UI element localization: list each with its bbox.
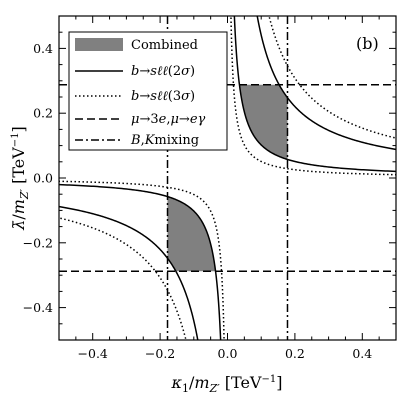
hyperbola-curves [59,16,396,340]
x-axis-label: κ1/mZ′ [TeV−1] [171,373,283,395]
y-tick-label: 0.4 [33,41,53,56]
x-tick-label: −0.2 [145,346,175,361]
y-tick-label: −0.2 [23,235,53,250]
y-tick-labels: −0.4 −0.2 0.0 0.2 0.4 [23,41,53,315]
legend-label-combined: Combined [131,38,198,53]
legend-label-3sigma: b→sℓℓ(3σ) [131,89,195,104]
x-tick-labels: −0.4 −0.2 0.0 0.2 0.4 [78,346,373,361]
x-tick-label: 0.4 [352,346,372,361]
curve-solid-0-upper [233,16,396,173]
curve-solid-0-lower [59,183,222,340]
curve-solid-1-upper [256,16,396,151]
legend-label-2sigma: b→sℓℓ(2σ) [131,64,195,79]
curve-solid-1-lower [59,205,199,340]
legend-label-mixing: B,Kmixing [130,133,199,148]
curve-dotted-2-lower [59,180,225,340]
axis-ticks [58,15,397,341]
x-tick-label: −0.4 [78,346,108,361]
legend-box [68,31,228,151]
legend-swatch-combined [75,38,123,51]
combined-region-lower-left [167,196,216,272]
combined-region-upper-right [239,84,288,160]
panel-label: (b) [356,34,379,53]
x-tick-label: 0.2 [285,346,305,361]
legend: Combined b→sℓℓ(2σ) b→sℓℓ(3σ) μ→3e,μ→eγ B… [68,31,228,151]
y-tick-label: 0.0 [33,171,53,186]
curve-dotted-2-upper [230,16,396,176]
y-tick-label: 0.2 [33,106,53,121]
combined-regions [167,84,288,272]
y-tick-label: −0.4 [23,300,53,315]
x-tick-label: 0.0 [218,346,238,361]
y-axis-label: λ̄/mZ′ [TeV−1] [9,126,31,231]
legend-label-mu: μ→3e,μ→eγ [131,112,206,127]
